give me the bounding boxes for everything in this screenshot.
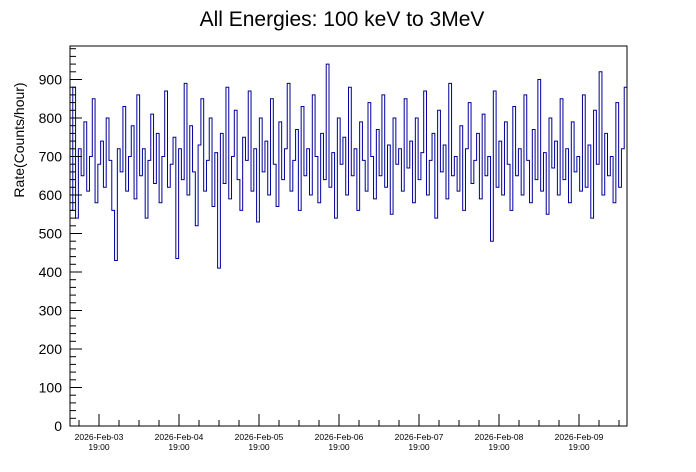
x-tick-date: 2026-Feb-04: [155, 432, 204, 442]
x-tick-date: 2026-Feb-05: [235, 432, 284, 442]
x-tick-time: 19:00: [488, 442, 510, 452]
axes: 01002003004005006007008009002026-Feb-031…: [39, 48, 620, 452]
y-tick-label: 600: [39, 187, 63, 203]
y-tick-label: 800: [39, 110, 63, 126]
x-tick-date: 2026-Feb-06: [315, 432, 364, 442]
y-tick-label: 500: [39, 225, 63, 241]
x-tick-date: 2026-Feb-07: [395, 432, 444, 442]
y-tick-label: 200: [39, 341, 63, 357]
y-tick-label: 0: [54, 418, 62, 434]
x-tick-time: 19:00: [88, 442, 110, 452]
x-tick-date: 2026-Feb-08: [475, 432, 524, 442]
chart-title: All Energies: 100 keV to 3MeV: [200, 8, 485, 31]
plot-frame: [69, 45, 628, 427]
x-tick-time: 19:00: [248, 442, 270, 452]
x-tick-time: 19:00: [328, 442, 350, 452]
x-tick-time: 19:00: [168, 442, 190, 452]
y-tick-label: 100: [39, 379, 63, 395]
y-tick-label: 300: [39, 302, 63, 318]
y-tick-label: 400: [39, 264, 63, 280]
x-tick-date: 2026-Feb-03: [75, 432, 124, 442]
x-tick-time: 19:00: [568, 442, 590, 452]
x-tick-date: 2026-Feb-09: [555, 432, 604, 442]
y-tick-label: 700: [39, 148, 63, 164]
y-tick-label: 900: [39, 71, 63, 87]
plot-area: [69, 63, 628, 426]
histogram-line: [69, 63, 628, 426]
y-axis-label: Rate(Counts/hour): [11, 82, 27, 197]
x-tick-time: 19:00: [408, 442, 430, 452]
